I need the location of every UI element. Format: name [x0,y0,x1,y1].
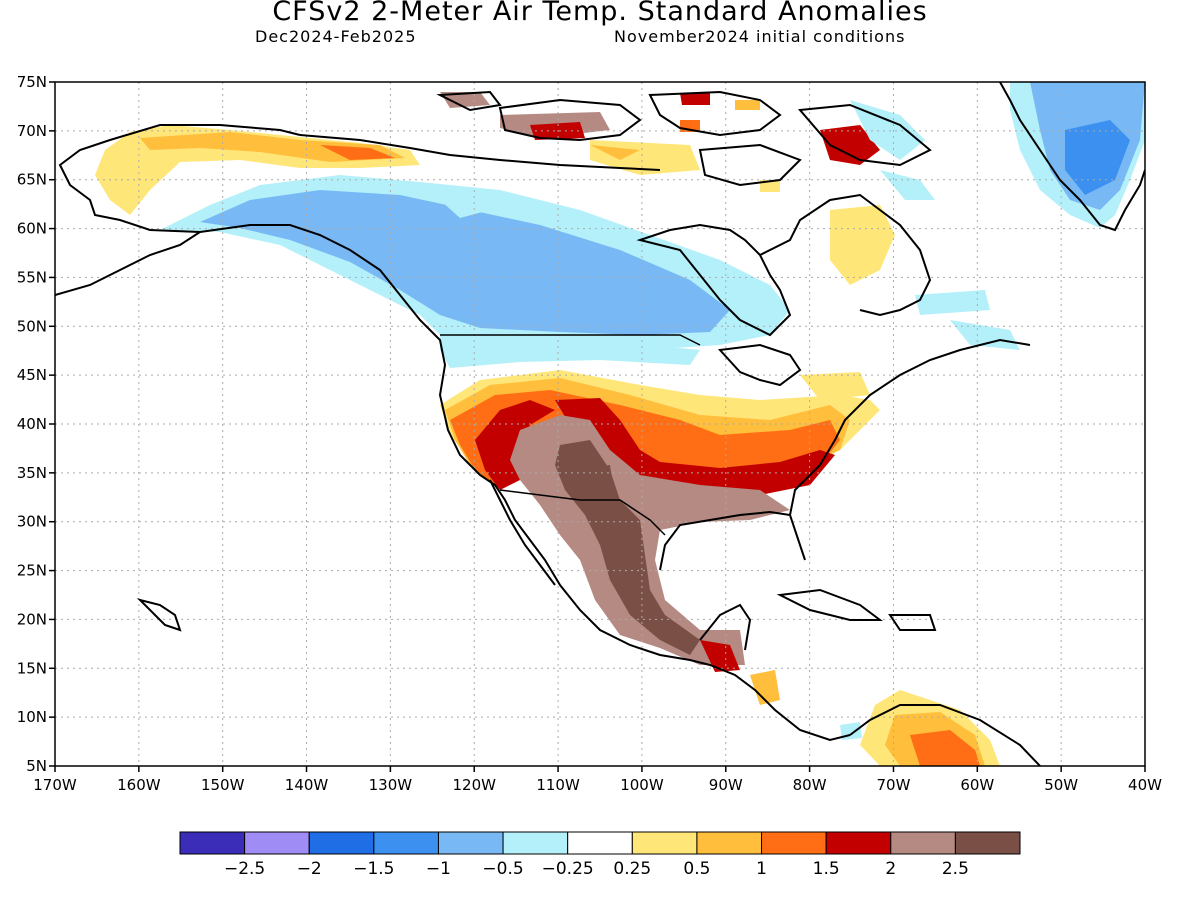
colorbar-label: 2.5 [942,859,969,879]
initial-conditions: November2024 initial conditions [614,27,906,46]
colorbar-swatch [696,831,763,855]
colorbar-swatch [631,831,698,855]
colorbar-label: −0.5 [482,859,523,879]
lat-label: 55N [17,268,47,286]
longitude-axis: 170W 160W 150W 140W 130W 120W 110W 100W 90W 80W 70… [33,766,1162,794]
colorbar-label: −1.5 [353,859,394,879]
lat-label: 5N [26,757,47,775]
lat-label: 65N [17,171,47,189]
lat-label: 50N [17,317,47,335]
graticule [55,82,1145,766]
forecast-period: Dec2024-Feb2025 [255,27,417,46]
lon-label: 160W [117,776,161,794]
colorbar-swatch [890,831,956,855]
lon-label: 150W [201,776,245,794]
colorbar: −2.5 −2 −1.5 −1 −0.5 −0.25 0.25 0.5 1 1.5 2 2.5 [179,831,1021,879]
colorbar-label: −1 [426,859,451,879]
lon-label: 100W [620,776,664,794]
colorbar-swatch [437,831,504,855]
lon-label: 70W [877,776,911,794]
lon-label: 40W [1128,776,1162,794]
map-title: CFSv2 2-Meter Air Temp. Standard Anomali… [272,0,928,27]
lon-label: 130W [369,776,413,794]
colorbar-swatch [179,831,246,855]
colorbar-label: 2 [885,859,896,879]
lat-label: 30N [17,513,47,531]
lon-label: 50W [1044,776,1078,794]
lon-label: 140W [285,776,329,794]
lat-label: 20N [17,610,47,628]
colorbar-label: −0.25 [542,859,594,879]
lon-label: 110W [536,776,580,794]
colorbar-label: 1 [756,859,767,879]
colorbar-swatch [825,831,892,855]
colorbar-label: −2.5 [224,859,265,879]
colorbar-swatch [244,831,310,855]
colorbar-swatch [308,831,375,855]
lat-label: 35N [17,464,47,482]
colorbar-swatch [761,831,827,855]
colorbar-swatch [954,831,1021,855]
lat-label: 60N [17,220,47,238]
colorbar-swatch [373,831,439,855]
colorbar-swatch [502,831,569,855]
land-outlines [55,82,1145,766]
lat-label: 70N [17,122,47,140]
colorbar-label: −2 [297,859,322,879]
lat-label: 15N [17,659,47,677]
lon-label: 90W [709,776,743,794]
colorbar-swatch [567,831,633,855]
lat-label: 40N [17,415,47,433]
lat-label: 45N [17,366,47,384]
lat-label: 25N [17,562,47,580]
lat-label: 10N [17,708,47,726]
lat-label: 75N [17,73,47,91]
lon-label: 170W [33,776,77,794]
colorbar-label: 0.5 [683,859,710,879]
lon-label: 80W [793,776,827,794]
lon-label: 60W [960,776,994,794]
lon-label: 120W [452,776,496,794]
latitude-axis: 75N 70N 65N 60N 55N 50N 45N 40N 35N 30N 25N 20N 15N 1… [17,73,55,775]
colorbar-label: 0.25 [613,859,651,879]
colorbar-label: 1.5 [813,859,840,879]
